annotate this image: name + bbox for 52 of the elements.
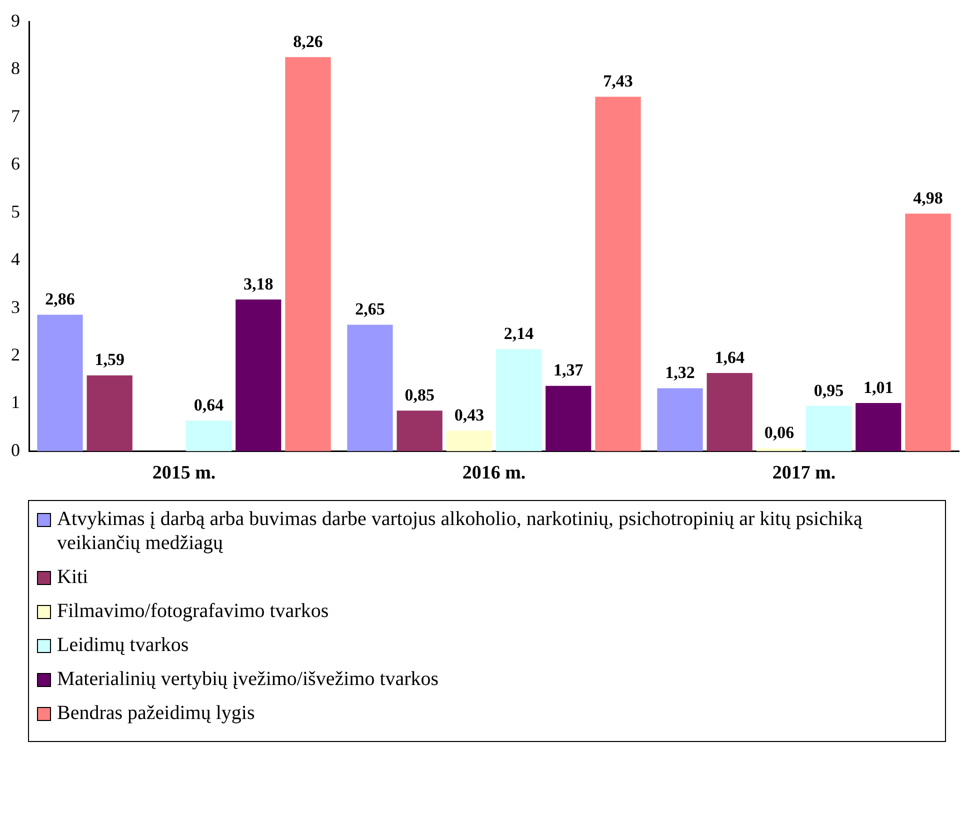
data-label: 2,86 bbox=[45, 290, 75, 309]
bar bbox=[37, 314, 83, 452]
y-tick-label: 8 bbox=[11, 58, 20, 78]
data-label: 1,01 bbox=[864, 378, 894, 397]
bar bbox=[496, 349, 542, 452]
data-label: 4,98 bbox=[913, 188, 943, 208]
x-tick-label: 2017 m. bbox=[772, 462, 836, 484]
data-label: 1,59 bbox=[94, 350, 124, 370]
legend-label: Leidimų tvarkos bbox=[57, 633, 189, 657]
x-tick-label: 2016 m. bbox=[462, 462, 526, 484]
data-label: 0,43 bbox=[454, 406, 484, 425]
bar bbox=[236, 299, 282, 452]
y-tick-label: 0 bbox=[11, 440, 20, 460]
data-label: 8,26 bbox=[293, 32, 323, 51]
data-label: 2,14 bbox=[504, 324, 534, 343]
data-label: 0,85 bbox=[404, 386, 434, 405]
legend-label: Atvykimas į darbą arba buvimas darbe vartojus alkoholio, narkotinių, psichotropinių ar kitų psichiką veikiančių medžiagų bbox=[57, 507, 864, 555]
y-tick-label: 7 bbox=[11, 106, 20, 126]
bar bbox=[546, 386, 592, 452]
y-tick-label: 3 bbox=[11, 296, 20, 317]
bar bbox=[657, 388, 703, 452]
bar bbox=[347, 324, 393, 452]
data-label: 0,06 bbox=[764, 423, 794, 442]
bar bbox=[186, 420, 232, 452]
y-tick-label: 4 bbox=[11, 249, 20, 270]
bar bbox=[905, 214, 951, 452]
bar bbox=[86, 375, 132, 452]
bar bbox=[285, 57, 331, 452]
y-tick-label: 6 bbox=[11, 154, 20, 174]
y-tick-label: 1 bbox=[11, 392, 20, 412]
y-tick-label: 2 bbox=[11, 344, 20, 365]
data-label: 7,43 bbox=[603, 72, 633, 91]
legend-label: Bendras pažeidimų lygis bbox=[57, 701, 255, 725]
legend-label: Kiti bbox=[57, 565, 88, 589]
data-label: 1,32 bbox=[665, 363, 695, 382]
data-label: 0,95 bbox=[814, 380, 844, 400]
data-label: 1,37 bbox=[554, 360, 584, 380]
bar bbox=[446, 430, 492, 452]
data-label: 3,18 bbox=[244, 274, 274, 294]
legend-label: Filmavimo/fotografavimo tvarkos bbox=[57, 599, 329, 623]
bar bbox=[806, 406, 852, 452]
data-label: 1,64 bbox=[714, 348, 745, 367]
legend-label: Materialinių vertybių įvežimo/išvežimo tvarkos bbox=[57, 667, 439, 691]
bar bbox=[396, 410, 442, 452]
x-tick-label: 2015 m. bbox=[152, 462, 216, 484]
bar bbox=[706, 372, 752, 452]
y-tick-label: 9 bbox=[11, 10, 20, 31]
y-tick-label: 5 bbox=[11, 201, 20, 222]
data-label: 2,65 bbox=[355, 300, 385, 319]
bar bbox=[595, 96, 641, 452]
data-label: 0,64 bbox=[194, 396, 224, 415]
bar bbox=[856, 403, 902, 452]
